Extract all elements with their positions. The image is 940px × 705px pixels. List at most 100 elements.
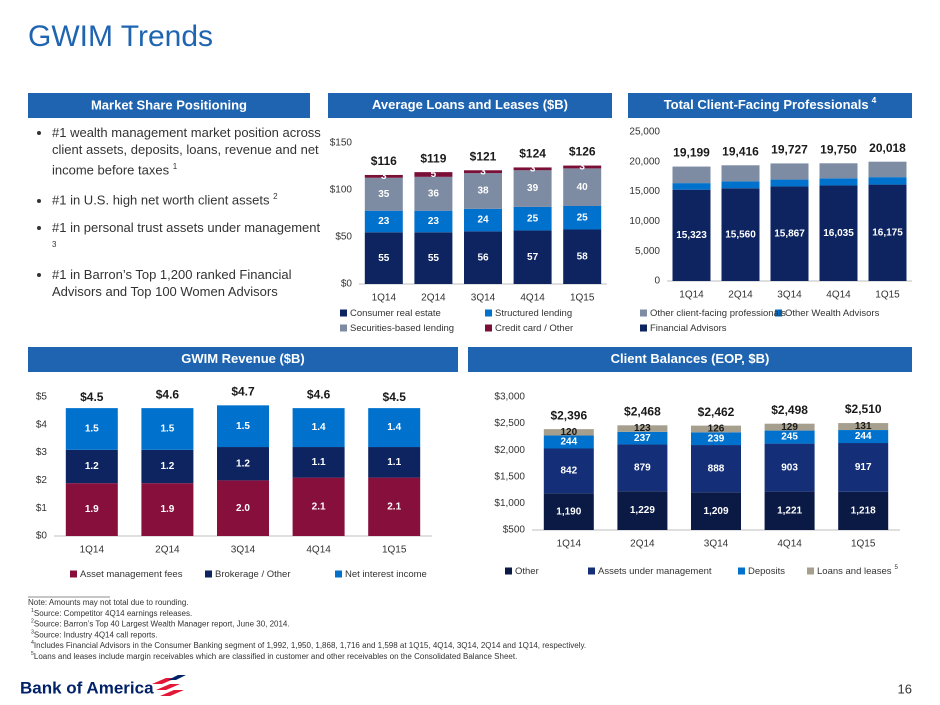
value-label: 244 [855, 431, 872, 442]
text-part: Securities-based lending [350, 323, 454, 334]
total-label: $2,462 [698, 405, 735, 419]
bar-segment [217, 405, 269, 448]
logo [152, 675, 186, 696]
bar-segment [838, 443, 889, 492]
footnote: Note: Amounts may not total due to round… [28, 598, 189, 607]
superscript: 5 [31, 651, 34, 657]
x-tick-label: 2Q14 [421, 293, 446, 304]
legend-swatch [505, 567, 512, 575]
value-label: 1,190 [556, 506, 581, 517]
legend-label: Brokerage / Other [215, 569, 291, 580]
value-label: 1,218 [851, 506, 876, 517]
panel-header [628, 93, 912, 118]
bar-segment [617, 491, 668, 530]
legend-label: Credit card / Other [495, 323, 573, 334]
y-tick-label: 10,000 [629, 216, 660, 227]
y-tick-label: $150 [330, 138, 353, 149]
text-part: Loans and leases include margin receivab… [34, 652, 517, 661]
bar-segment [770, 163, 809, 180]
x-tick-label: 4Q14 [520, 293, 545, 304]
footnote: 1Source: Competitor 4Q14 earnings releas… [31, 608, 192, 618]
y-tick-label: $50 [335, 232, 352, 243]
value-label: 239 [708, 433, 725, 444]
panel-title: Market Share Positioning [91, 97, 247, 112]
panel-header [328, 93, 612, 118]
bar-segment [464, 208, 502, 232]
superscript: 4 [31, 641, 34, 647]
value-label: 39 [527, 183, 539, 194]
value-label: 2.1 [387, 501, 401, 512]
bar-segment [364, 232, 403, 284]
superscript: 1 [31, 608, 34, 614]
text-part: Structured lending [495, 308, 572, 319]
bar-segment [368, 447, 421, 478]
value-label: 1.9 [160, 504, 174, 515]
bar-segment [217, 480, 269, 536]
bar-segment [819, 163, 858, 179]
value-label: 903 [781, 462, 798, 473]
bar-segment [141, 483, 194, 536]
slide-title: GWIM Trends [28, 20, 213, 53]
text-part: Source: Competitor 4Q14 earnings release… [34, 609, 192, 618]
y-tick-label: $500 [503, 525, 526, 536]
value-label: 1.1 [312, 457, 326, 468]
value-label: 123 [634, 423, 651, 434]
total-label: $124 [519, 147, 546, 161]
value-label: 129 [781, 422, 798, 433]
bar-segment [672, 189, 711, 281]
legend-label: Net interest income [345, 569, 427, 580]
chart-title: Average Loans and Leases ($B) [372, 97, 568, 112]
legend-label: Loans and leases 5 [817, 564, 898, 576]
x-tick-label: 3Q14 [471, 293, 496, 304]
value-label: 1.5 [160, 424, 174, 435]
value-label: 2.0 [236, 503, 250, 514]
value-label: 1.2 [236, 458, 250, 469]
value-label: 3 [530, 163, 536, 174]
value-label: 1.4 [312, 422, 326, 433]
y-tick-label: $4 [36, 419, 48, 430]
y-tick-label: $1,500 [494, 471, 525, 482]
bar-segment [838, 430, 889, 444]
y-tick-label: 15,000 [629, 186, 660, 197]
value-label: 1.4 [387, 422, 401, 433]
y-tick-label: $2 [36, 475, 48, 486]
value-label: 35 [378, 189, 390, 200]
bar-segment [292, 447, 345, 478]
bar-segment [65, 449, 118, 484]
footnote: 2Source: Barron’s Top 40 Largest Wealth … [31, 619, 290, 629]
bar-segment [563, 165, 602, 169]
value-label: 15,560 [725, 229, 756, 240]
total-label: 20,018 [869, 141, 906, 155]
bar-segment [721, 188, 760, 281]
x-tick-label: 1Q14 [679, 290, 704, 301]
x-tick-label: 3Q14 [231, 545, 256, 556]
y-tick-label: 0 [654, 276, 660, 287]
bar-segment [868, 177, 907, 185]
legend-swatch [485, 309, 492, 317]
value-label: 888 [708, 463, 725, 474]
x-tick-label: 1Q15 [382, 545, 407, 556]
footnote: 5Loans and leases include margin receiva… [31, 651, 517, 661]
value-label: 3 [480, 166, 486, 177]
value-label: 237 [634, 433, 651, 444]
bullet-list: #1 wealth management market position acr… [34, 124, 324, 310]
x-tick-label: 4Q14 [306, 545, 331, 556]
value-label: 1.5 [236, 421, 250, 432]
legend-swatch [807, 567, 814, 575]
x-tick-label: 2Q14 [155, 545, 180, 556]
superscript: 2 [273, 192, 278, 202]
legend-label: Consumer real estate [350, 308, 441, 319]
bullet: #1 in personal trust assets under manage… [52, 219, 324, 256]
bar-segment [513, 230, 552, 284]
footnote: 3Source: Industry 4Q14 call reports. [31, 630, 158, 640]
legend-swatch [335, 570, 342, 578]
bar-segment [513, 206, 552, 231]
y-tick-label: $3 [36, 447, 48, 458]
total-label: $2,396 [550, 408, 587, 422]
value-label: 55 [378, 253, 390, 264]
text-part: Other Wealth Advisors [785, 308, 880, 319]
bar-segment [819, 185, 858, 281]
total-label: $116 [371, 154, 397, 168]
value-label: 131 [855, 421, 872, 432]
